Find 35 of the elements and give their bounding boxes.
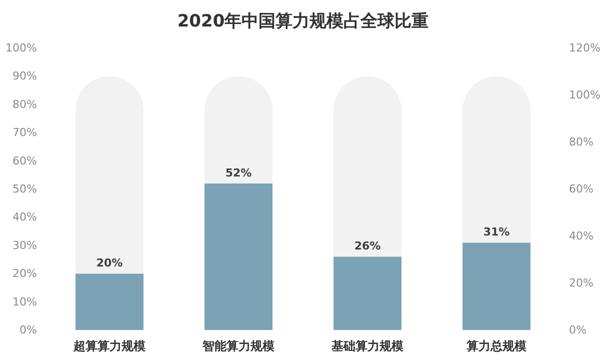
y-tick-label: 70% bbox=[12, 126, 37, 140]
x-tick-label: 算力总规模 bbox=[466, 339, 526, 353]
y2-tick-label: 0% bbox=[569, 324, 586, 336]
y-tick-label: 50% bbox=[12, 182, 37, 196]
y2-tick-label: 100% bbox=[569, 88, 600, 102]
bar bbox=[462, 242, 530, 330]
bar bbox=[334, 256, 402, 330]
bar bbox=[462, 76, 530, 243]
y2-tick-label: 60% bbox=[569, 182, 594, 196]
y-tick-label: 80% bbox=[12, 98, 37, 111]
y2-tick-label: 80% bbox=[569, 136, 594, 148]
chart-title: 2020年中国算力规模占全球比重 bbox=[177, 12, 429, 32]
x-tick-label: 基础算力规模 bbox=[330, 339, 404, 353]
y-tick-label: 100% bbox=[6, 42, 37, 54]
y-tick-label: 90% bbox=[12, 70, 37, 83]
bar bbox=[204, 76, 272, 184]
y2-tick-label: 120% bbox=[569, 42, 600, 54]
y2-tick-label: 20% bbox=[569, 276, 594, 290]
y-tick-label: 20% bbox=[12, 267, 37, 280]
y-tick-label: 0% bbox=[20, 324, 37, 336]
x-tick-label: 超算算力规模 bbox=[72, 339, 146, 353]
y-tick-label: 30% bbox=[12, 238, 37, 252]
data-label: 26% bbox=[354, 240, 381, 253]
y-tick-label: 60% bbox=[12, 154, 37, 168]
y-tick-label: 40% bbox=[12, 210, 37, 224]
bar bbox=[334, 76, 402, 257]
data-label: 20% bbox=[96, 256, 123, 270]
data-label: 52% bbox=[225, 166, 252, 180]
x-tick-label: 智能算力规模 bbox=[202, 339, 274, 353]
y-tick-label: 10% bbox=[12, 295, 37, 308]
bar bbox=[76, 76, 144, 274]
bar bbox=[204, 183, 272, 330]
bar bbox=[76, 274, 144, 330]
y2-tick-label: 40% bbox=[569, 230, 594, 242]
data-label: 31% bbox=[483, 226, 510, 239]
